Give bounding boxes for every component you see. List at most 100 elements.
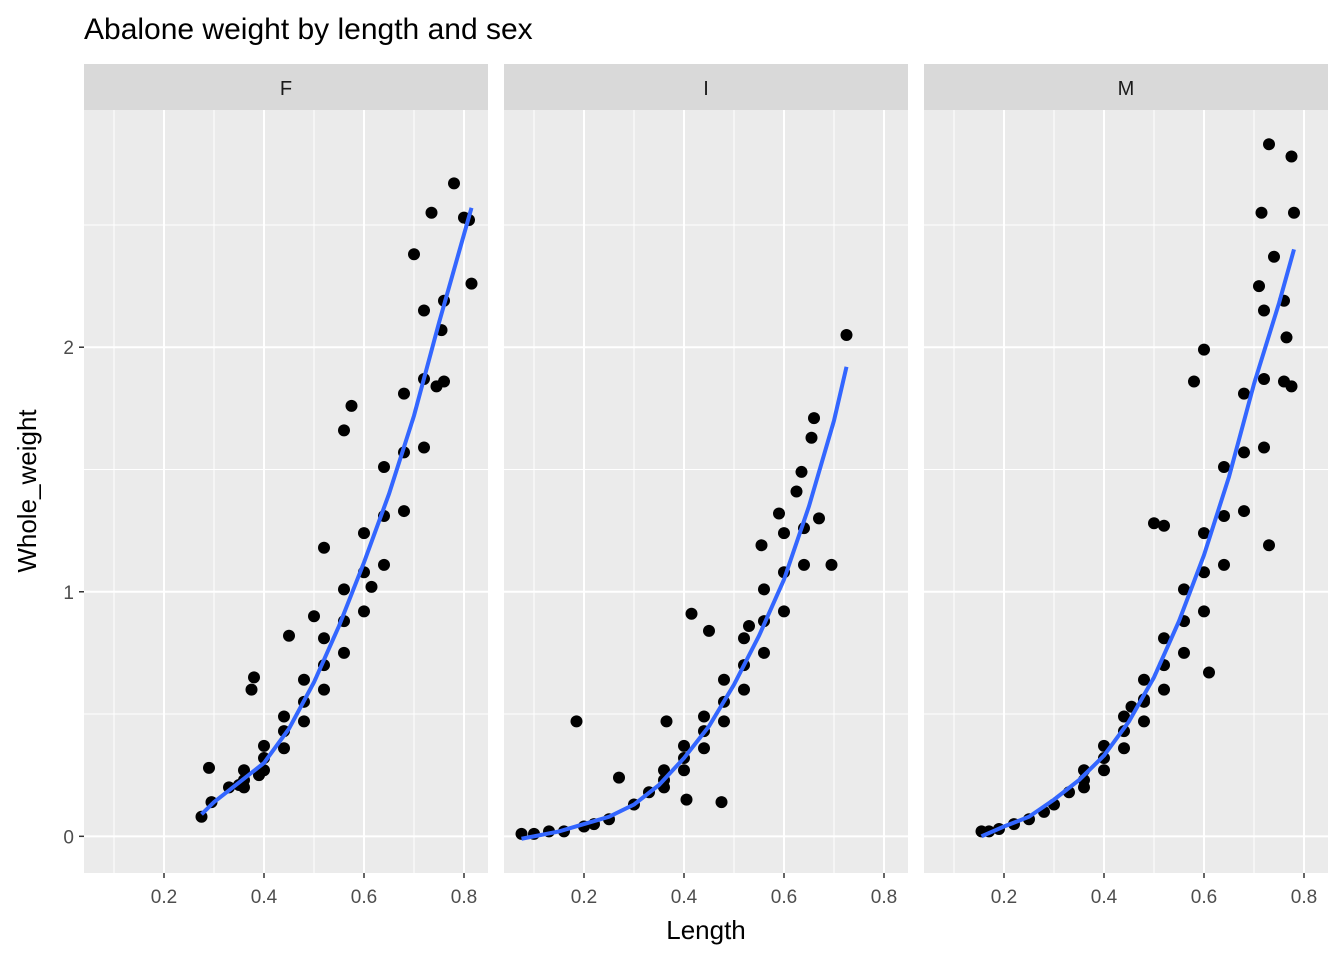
- data-point: [318, 632, 330, 645]
- data-point: [658, 764, 670, 777]
- facet-strip-label: F: [280, 78, 292, 100]
- data-point: [378, 461, 390, 474]
- data-point: [808, 412, 820, 425]
- y-axis-label: Whole_weight: [12, 409, 42, 573]
- data-point: [258, 739, 270, 752]
- data-point: [1263, 138, 1275, 151]
- data-point: [1138, 673, 1150, 686]
- data-point: [338, 583, 350, 596]
- x-tick-label: 0.4: [1091, 887, 1118, 908]
- data-point: [698, 710, 710, 723]
- facet-strip: [504, 64, 908, 110]
- data-point: [203, 761, 215, 774]
- data-point: [1253, 280, 1265, 293]
- facet-panel-M: M 0.2 0.4 0.6 0.8: [924, 64, 1328, 908]
- data-point: [1258, 441, 1270, 454]
- data-point: [570, 715, 583, 728]
- data-point: [1158, 632, 1170, 645]
- data-point: [338, 646, 350, 659]
- data-point: [678, 739, 690, 752]
- data-point: [308, 610, 320, 623]
- data-point: [698, 742, 710, 755]
- data-point: [778, 605, 790, 618]
- data-point: [680, 793, 693, 806]
- data-point: [660, 715, 673, 728]
- data-point: [448, 177, 460, 190]
- data-point: [438, 375, 450, 388]
- x-tick-label: 0.8: [1291, 887, 1317, 908]
- data-point: [1098, 764, 1110, 777]
- x-tick-label: 0.4: [251, 887, 278, 908]
- data-point: [805, 431, 818, 444]
- data-point: [358, 605, 370, 618]
- data-point: [1148, 517, 1160, 530]
- facet-panel-I: I 0.2 0.4 0.6 0.8: [504, 64, 908, 908]
- data-point: [1238, 387, 1250, 400]
- data-point: [738, 683, 750, 696]
- data-point: [825, 558, 838, 571]
- data-point: [465, 277, 478, 290]
- data-point: [298, 715, 310, 728]
- data-point: [1278, 375, 1290, 388]
- data-point: [245, 683, 258, 696]
- x-tick-label: 0.8: [451, 887, 477, 908]
- data-point: [238, 764, 250, 777]
- facet-strip: [84, 64, 488, 110]
- data-point: [1178, 646, 1190, 659]
- data-point: [365, 580, 378, 593]
- data-point: [1158, 519, 1170, 532]
- data-point: [758, 646, 770, 659]
- data-point: [1188, 375, 1200, 388]
- data-point: [1238, 505, 1250, 518]
- data-point: [1218, 509, 1230, 522]
- data-point: [1138, 715, 1150, 728]
- data-point: [338, 424, 350, 437]
- x-tick-label: 0.2: [571, 887, 597, 908]
- data-point: [408, 248, 420, 261]
- data-point: [1288, 206, 1300, 219]
- x-tick-label: 0.6: [771, 887, 797, 908]
- data-point: [425, 206, 438, 219]
- data-point: [718, 715, 730, 728]
- smooth-line: [200, 207, 474, 816]
- data-point: [1198, 566, 1210, 579]
- x-tick-label: 0.2: [151, 887, 177, 908]
- data-point: [1258, 304, 1270, 317]
- data-point: [1198, 605, 1210, 618]
- chart-title: Abalone weight by length and sex: [84, 13, 533, 46]
- data-point: [813, 512, 825, 525]
- x-axis-label: Length: [666, 915, 746, 945]
- data-point: [1280, 331, 1293, 344]
- data-point: [398, 505, 410, 518]
- data-point: [418, 441, 430, 454]
- data-point: [1178, 583, 1190, 596]
- data-point: [248, 671, 260, 684]
- facet-strip: [924, 64, 1328, 110]
- data-point: [1255, 206, 1268, 219]
- data-point: [755, 539, 768, 552]
- data-point: [1238, 446, 1250, 459]
- smooth-line: [980, 248, 1296, 839]
- x-tick-label: 0.8: [871, 887, 897, 908]
- y-tick-label: 1: [63, 583, 74, 604]
- data-point: [795, 465, 808, 478]
- data-point: [278, 710, 290, 723]
- data-point: [283, 629, 295, 642]
- x-tick-label: 0.6: [351, 887, 377, 908]
- data-point: [743, 620, 755, 633]
- data-point: [758, 583, 770, 596]
- data-point: [398, 387, 410, 400]
- x-tick-label: 0.4: [671, 887, 698, 908]
- data-point: [318, 541, 330, 554]
- data-point: [1203, 666, 1215, 679]
- data-point: [790, 485, 803, 498]
- data-point: [1218, 558, 1230, 571]
- data-point: [1118, 742, 1130, 755]
- data-point: [718, 673, 730, 686]
- data-point: [798, 558, 810, 571]
- data-point: [1118, 710, 1130, 723]
- smooth-line: [521, 366, 849, 841]
- x-tick-label: 0.6: [1191, 887, 1217, 908]
